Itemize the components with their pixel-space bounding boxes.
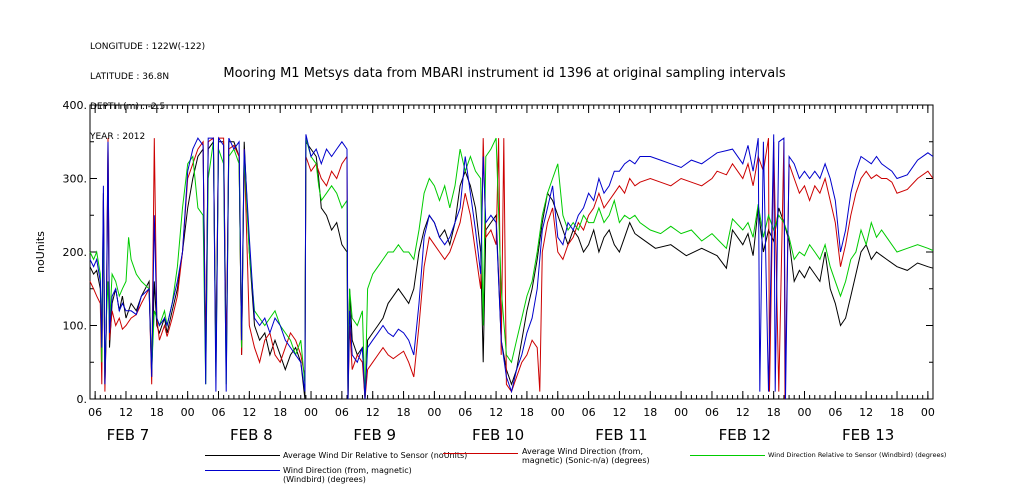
series-line-2 bbox=[89, 137, 934, 400]
x-tick-label: 06 bbox=[705, 406, 719, 419]
legend-swatch-black bbox=[205, 455, 280, 456]
x-tick-label: 18 bbox=[767, 406, 781, 419]
legend-swatch-red bbox=[443, 453, 518, 454]
x-tick-label: 18 bbox=[397, 406, 411, 419]
x-day-label: FEB 8 bbox=[230, 426, 273, 444]
series-layer bbox=[89, 134, 934, 400]
x-tick-label: 12 bbox=[242, 406, 256, 419]
x-tick-label: 18 bbox=[150, 406, 164, 419]
legend-label-wind-dir-relative: Average Wind Dir Relative to Sensor (noU… bbox=[283, 451, 468, 460]
x-tick-label: 06 bbox=[212, 406, 226, 419]
x-tick-label: 12 bbox=[119, 406, 133, 419]
x-tick-label: 06 bbox=[582, 406, 596, 419]
meta-longitude: LONGITUDE : 122W(-122) bbox=[90, 42, 206, 52]
x-axis: 06 12 18 00 06 12 18 00 06 12 18 00 06 12 18 00 06 12 18 00… bbox=[88, 105, 935, 444]
meta-latitude: LATITUDE : 36.8N bbox=[90, 72, 170, 82]
x-tick-label: 06 bbox=[335, 406, 349, 419]
x-tick-label: 00 bbox=[427, 406, 441, 419]
x-tick-label: 00 bbox=[797, 406, 811, 419]
legend-label-windbird-relative: Wind Direction Relative to Sensor (Windb… bbox=[768, 451, 947, 459]
x-tick-label: 12 bbox=[366, 406, 380, 419]
x-day-label: FEB 7 bbox=[107, 426, 150, 444]
series-line-3 bbox=[89, 134, 934, 400]
x-tick-label: 18 bbox=[273, 406, 287, 419]
x-tick-label: 00 bbox=[181, 406, 195, 419]
x-day-label: FEB 9 bbox=[353, 426, 396, 444]
y-tick-label: 300. bbox=[63, 173, 88, 186]
x-tick-label: 00 bbox=[674, 406, 688, 419]
legend-label-avg-wind-direction: Average Wind Direction (from, magnetic) … bbox=[522, 447, 650, 465]
x-tick-label: 18 bbox=[520, 406, 534, 419]
x-tick-label: 06 bbox=[458, 406, 472, 419]
x-day-label: FEB 13 bbox=[842, 426, 894, 444]
x-tick-label: 12 bbox=[489, 406, 503, 419]
x-tick-label: 00 bbox=[921, 406, 935, 419]
x-tick-label: 12 bbox=[736, 406, 750, 419]
y-axis-label: noUnits bbox=[34, 231, 47, 273]
x-tick-label: 18 bbox=[643, 406, 657, 419]
x-tick-label: 06 bbox=[88, 406, 102, 419]
legend-swatch-blue bbox=[205, 470, 280, 471]
x-tick-label: 06 bbox=[828, 406, 842, 419]
meta-year: YEAR : 2012 bbox=[90, 132, 146, 142]
x-tick-label: 12 bbox=[612, 406, 626, 419]
x-tick-label: 00 bbox=[304, 406, 318, 419]
y-tick-label: 200. bbox=[63, 246, 88, 259]
x-day-label: FEB 11 bbox=[595, 426, 647, 444]
legend-swatch-green bbox=[690, 455, 765, 456]
y-tick-label: 100. bbox=[63, 320, 88, 333]
legend-label-windbird-magnetic: Wind Direction (from, magnetic) (Windbir… bbox=[283, 466, 412, 484]
x-day-label: FEB 12 bbox=[719, 426, 771, 444]
x-tick-label: 18 bbox=[890, 406, 904, 419]
y-tick-label: 400. bbox=[63, 99, 88, 112]
x-tick-label: 12 bbox=[859, 406, 873, 419]
y-axis: 0. 100. 200. 300. 400. bbox=[63, 99, 933, 406]
x-day-label: FEB 10 bbox=[472, 426, 524, 444]
chart-title: Mooring M1 Metsys data from MBARI instru… bbox=[223, 66, 786, 81]
x-tick-label: 00 bbox=[551, 406, 565, 419]
y-tick-label: 0. bbox=[77, 393, 88, 406]
